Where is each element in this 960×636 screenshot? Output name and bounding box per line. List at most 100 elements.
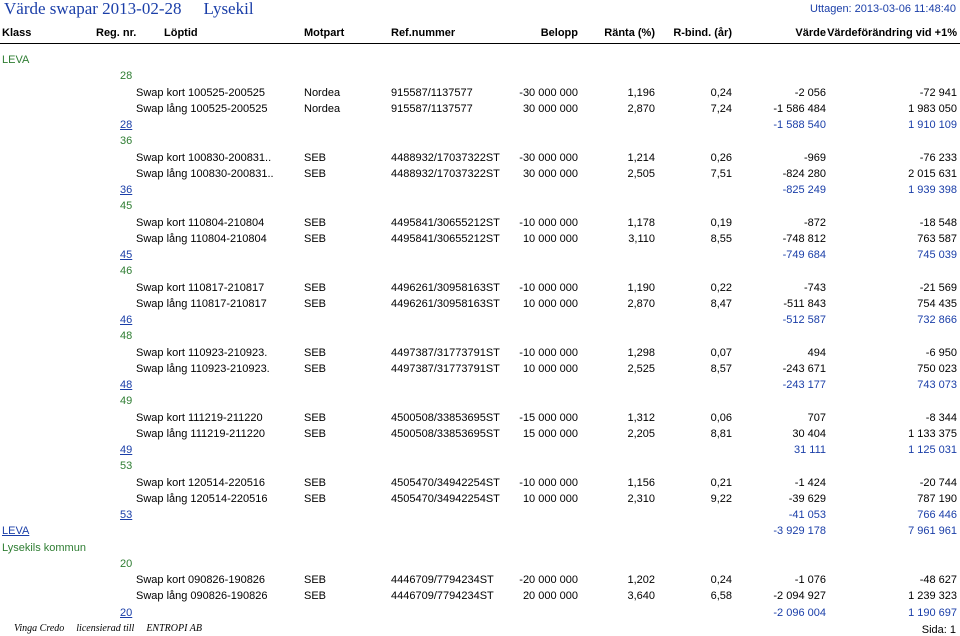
cell-rbind: 7,24	[710, 102, 732, 115]
cell-varde: 30 404	[792, 427, 826, 440]
cell-motpart: SEB	[304, 151, 327, 164]
subtotal-vardeforandring: 732 866	[917, 314, 957, 326]
footer-licensee: ENTROPI AB	[146, 623, 202, 634]
cell-varde: -748 812	[782, 232, 826, 245]
cell-loptid: Swap kort 100830-200831..	[136, 151, 272, 164]
cell-varde: -743	[803, 281, 826, 294]
reg-number: 45	[120, 200, 133, 213]
cell-belopp: 30 000 000	[522, 167, 578, 180]
cell-refnummer: 4495841/30655212ST	[391, 216, 500, 229]
subtotal-label: 28	[120, 119, 133, 131]
cell-varde: 707	[807, 411, 826, 424]
subtotal-label: 53	[120, 509, 133, 521]
cell-belopp: 10 000 000	[522, 492, 578, 505]
cell-refnummer: 4488932/17037322ST	[391, 167, 500, 180]
subtotal-varde: -243 177	[782, 379, 826, 391]
table-row: Swap kort 110923-210923. SEB 4497387/31773…	[0, 346, 960, 362]
cell-varde: -969	[803, 151, 826, 164]
cell-belopp: 10 000 000	[522, 297, 578, 310]
subtotal-varde: -1 588 540	[773, 119, 826, 131]
cell-motpart: SEB	[304, 476, 327, 489]
cell-rbind: 8,47	[710, 297, 732, 310]
subtotal-varde: -512 587	[782, 314, 826, 326]
reg-group-header-row: 49	[0, 394, 960, 410]
cell-belopp: -15 000 000	[519, 411, 578, 424]
cell-varde: -243 671	[782, 362, 826, 375]
cell-vardeforandring: 754 435	[917, 297, 957, 310]
subtotal-vardeforandring: 1 910 109	[908, 119, 957, 131]
class-label: LEVA	[2, 54, 30, 66]
cell-rbind: 8,81	[710, 427, 732, 440]
cell-ranta: 1,196	[627, 86, 655, 99]
cell-ranta: 2,525	[627, 362, 655, 375]
header-bel: Belopp	[540, 27, 578, 39]
table-row: Swap kort 120514-220516 SEB 4505470/349422…	[0, 476, 960, 492]
cell-rbind: 0,19	[710, 216, 732, 229]
cell-rbind: 7,51	[710, 167, 732, 180]
cell-rbind: 9,22	[710, 492, 732, 505]
table-row: Swap lång 100830-200831.. SEB 4488932/1703…	[0, 167, 960, 183]
cell-belopp: 10 000 000	[522, 362, 578, 375]
cell-motpart: SEB	[304, 362, 327, 375]
reg-subtotal-row: 46 -512 587 732 866	[0, 313, 960, 329]
cell-ranta: 1,202	[627, 574, 655, 586]
cell-varde: -2 056	[794, 86, 826, 99]
cell-motpart: SEB	[304, 216, 327, 229]
cell-belopp: 10 000 000	[522, 232, 578, 245]
cell-loptid: Swap lång 100830-200831..	[136, 167, 274, 180]
cell-motpart: SEB	[304, 297, 327, 310]
cell-belopp: 30 000 000	[522, 102, 578, 115]
cell-belopp: -10 000 000	[519, 476, 578, 489]
cell-vardeforandring: -18 548	[919, 216, 957, 229]
cell-vardeforandring: -8 344	[925, 411, 957, 424]
reg-group-header-row: 45	[0, 199, 960, 215]
cell-loptid: Swap lång 111219-211220	[136, 427, 266, 440]
cell-refnummer: 4497387/31773791ST	[391, 362, 500, 375]
header-vfd: Värdeförändring vid +1%	[827, 27, 957, 39]
cell-motpart: SEB	[304, 590, 327, 603]
cell-loptid: Swap kort 100525-200525	[136, 86, 266, 99]
cell-refnummer: 4446709/7794234ST	[391, 574, 494, 586]
subtotal-vardeforandring: 1 939 398	[908, 184, 957, 196]
cell-varde: -2 094 927	[773, 590, 826, 603]
cell-vardeforandring: 1 239 323	[908, 590, 957, 603]
reg-subtotal-row: 36 -825 249 1 939 398	[0, 183, 960, 199]
table-row: Swap kort 100830-200831.. SEB 4488932/1703…	[0, 151, 960, 167]
cell-ranta: 3,110	[628, 232, 655, 245]
page-number: Sida: 1	[921, 624, 956, 636]
reg-subtotal-row: 20 -2 096 004 1 190 697	[0, 606, 960, 622]
cell-ranta: 1,298	[627, 346, 655, 359]
cell-varde: -39 629	[788, 492, 826, 505]
header-lop: Löptid	[164, 27, 198, 39]
cell-rbind: 0,06	[710, 411, 732, 424]
subtotal-label: 45	[120, 249, 133, 261]
table-row: Swap kort 100525-200525 Nordea 915587/1137…	[0, 86, 960, 102]
reg-number: 28	[120, 70, 133, 83]
cell-ranta: 1,178	[627, 216, 655, 229]
cell-ranta: 1,214	[627, 151, 655, 164]
subtotal-varde: -2 096 004	[773, 606, 826, 619]
cell-varde: -1 076	[794, 574, 826, 586]
cell-rbind: 6,58	[710, 590, 732, 603]
reg-group-header-row: 28	[0, 69, 960, 85]
header-klass: Klass	[2, 27, 32, 39]
cell-ranta: 2,310	[627, 492, 655, 505]
report-title-text: Värde swapar 2013-02-28	[4, 0, 182, 18]
reg-subtotal-row: 45 -749 684 745 039	[0, 248, 960, 264]
class-subtotal-varde: -3 929 178	[773, 525, 826, 538]
cell-vardeforandring: 750 023	[917, 362, 957, 375]
reg-number: 48	[120, 330, 133, 343]
reg-subtotal-row: 28 -1 588 540 1 910 109	[0, 118, 960, 134]
cell-loptid: Swap lång 110923-210923.	[136, 362, 270, 375]
cell-refnummer: 915587/1137577	[391, 86, 473, 99]
cell-refnummer: 4496261/30958163ST	[391, 281, 500, 294]
cell-vardeforandring: -20 744	[919, 476, 957, 489]
cell-refnummer: 4497387/31773791ST	[391, 346, 500, 359]
subtotal-vardeforandring: 743 073	[917, 379, 957, 391]
cell-refnummer: 4505470/34942254ST	[391, 476, 500, 489]
header-ref: Ref.nummer	[391, 27, 456, 39]
cell-ranta: 1,190	[627, 281, 655, 294]
header-var: Värde	[795, 27, 826, 39]
cell-loptid: Swap kort 111219-211220	[136, 411, 263, 424]
cell-loptid: Swap kort 120514-220516	[136, 476, 266, 489]
